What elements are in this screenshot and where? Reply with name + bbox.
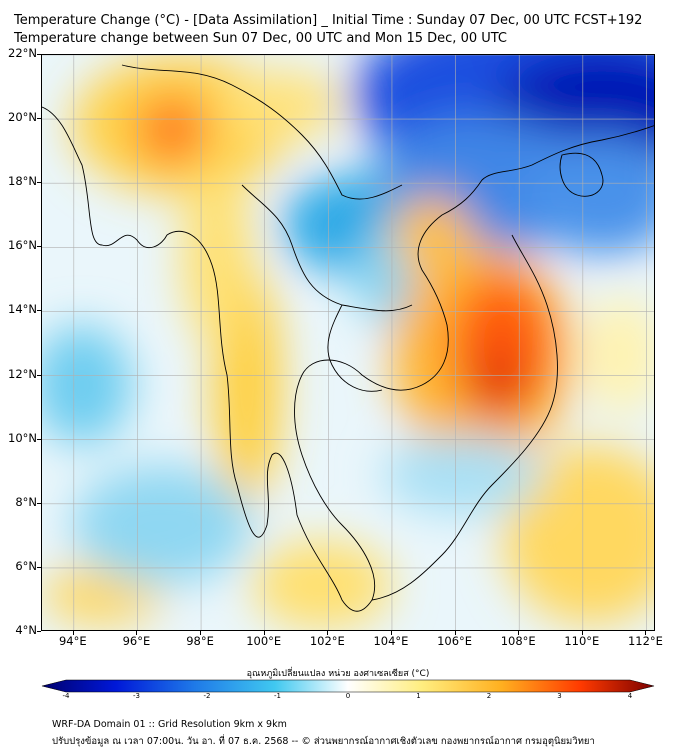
lat-tick bbox=[37, 246, 41, 248]
colorbar bbox=[41, 679, 655, 693]
lon-label: 110°E bbox=[564, 634, 600, 648]
lat-label: 18°N bbox=[8, 174, 37, 189]
colorbar-tick-label: -4 bbox=[62, 692, 70, 700]
colorbar-tick-label: 3 bbox=[557, 692, 562, 700]
lat-tick bbox=[37, 438, 41, 440]
lon-tick bbox=[72, 631, 74, 635]
lat-label: 12°N bbox=[8, 366, 37, 381]
lat-tick bbox=[37, 54, 41, 55]
colorbar-tick-label: -2 bbox=[203, 692, 211, 700]
lat-tick bbox=[37, 310, 41, 312]
lon-tick bbox=[200, 631, 202, 635]
lon-tick bbox=[136, 631, 138, 635]
chart-subtitle: Temperature change between Sun 07 Dec, 0… bbox=[14, 31, 508, 46]
lon-label: 108°E bbox=[500, 634, 536, 648]
lon-tick bbox=[327, 631, 329, 635]
lat-label: 16°N bbox=[8, 238, 37, 253]
lat-label: 10°N bbox=[8, 430, 37, 445]
lon-label: 106°E bbox=[437, 634, 473, 648]
lat-tick bbox=[37, 182, 41, 184]
lat-label: 14°N bbox=[8, 302, 37, 317]
lat-tick bbox=[37, 566, 41, 568]
lon-tick bbox=[645, 631, 647, 635]
lat-lon-grid bbox=[42, 55, 654, 630]
temperature-change-map bbox=[41, 54, 655, 631]
coastlines-borders bbox=[42, 64, 654, 612]
lon-tick bbox=[263, 631, 265, 635]
colorbar-gradient bbox=[41, 679, 655, 693]
lon-tick bbox=[581, 631, 583, 635]
lat-tick bbox=[37, 118, 41, 120]
lon-label: 96°E bbox=[122, 634, 151, 648]
lat-tick bbox=[37, 631, 41, 632]
lon-tick bbox=[518, 631, 520, 635]
colorbar-tick-label: -1 bbox=[274, 692, 281, 700]
colorbar-tick-label: 1 bbox=[416, 692, 421, 700]
lat-label: 20°N bbox=[8, 110, 37, 125]
lat-label: 6°N bbox=[15, 558, 37, 573]
lat-tick bbox=[37, 502, 41, 504]
chart-title: Temperature Change (°C) - [Data Assimila… bbox=[14, 13, 643, 28]
map-canvas bbox=[42, 55, 654, 630]
lon-label: 112°E bbox=[627, 634, 663, 648]
lat-tick bbox=[37, 374, 41, 376]
lon-label: 100°E bbox=[246, 634, 282, 648]
lon-tick bbox=[390, 631, 392, 635]
lon-label: 94°E bbox=[58, 634, 87, 648]
colorbar-tick-label: 0 bbox=[345, 692, 351, 700]
colorbar-tick-label: 4 bbox=[627, 692, 633, 700]
lon-label: 104°E bbox=[373, 634, 409, 648]
lat-label: 8°N bbox=[15, 494, 37, 509]
colorbar-tick-label: 2 bbox=[486, 692, 492, 700]
colorbar-tick-label: -3 bbox=[133, 692, 140, 700]
footer-credit: ปรับปรุงข้อมูล ณ เวลา 07:00น. วัน อา. ที… bbox=[52, 736, 595, 747]
lon-tick bbox=[454, 631, 456, 635]
colorbar-title: อุณหภูมิเปลี่ยนแปลง หน่วย องศาเซลเซียส (… bbox=[246, 669, 430, 679]
lon-label: 102°E bbox=[309, 634, 345, 648]
lat-label: 4°N bbox=[15, 623, 37, 637]
lon-label: 98°E bbox=[186, 634, 214, 648]
footer-model-info: WRF-DA Domain 01 :: Grid Resolution 9km … bbox=[52, 719, 287, 730]
temperature-field bbox=[42, 55, 654, 630]
lat-label: 22°N bbox=[8, 46, 37, 60]
